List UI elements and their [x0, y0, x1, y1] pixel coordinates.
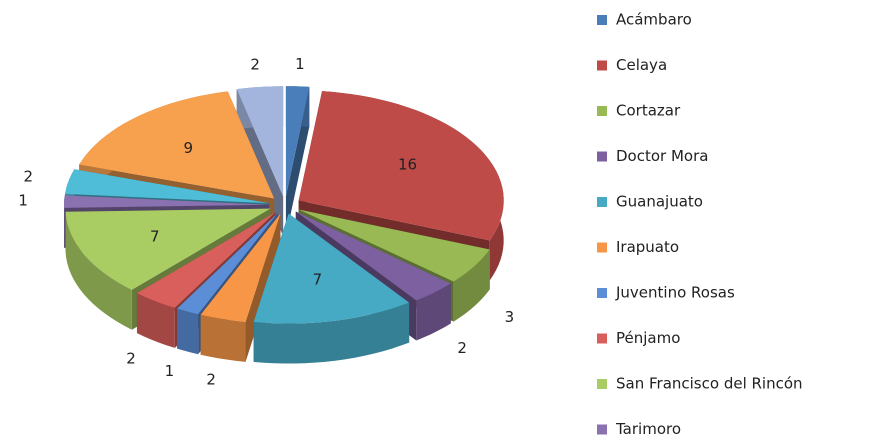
- slice-top: [253, 213, 410, 324]
- legend-swatch: [597, 333, 607, 344]
- legend-label: Celaya: [616, 56, 667, 74]
- slice-wall: [64, 195, 65, 248]
- legend-label: Juventino Rosas: [615, 284, 735, 302]
- data-label: 3: [505, 308, 515, 326]
- legend-swatch: [597, 379, 607, 389]
- legend-label: San Francisco del Rincón: [616, 375, 803, 393]
- legend-swatch: [597, 151, 607, 162]
- slice-wall: [200, 314, 246, 362]
- legend-swatch: [597, 424, 607, 435]
- slice-top: [236, 86, 284, 197]
- data-label: 1: [18, 191, 28, 209]
- legend-label: Pénjamo: [616, 329, 680, 347]
- legend-swatch: [597, 15, 607, 25]
- slice-wall: [136, 293, 175, 348]
- slice-top: [298, 209, 490, 282]
- slice-top: [177, 212, 278, 315]
- data-label: 7: [313, 270, 323, 288]
- legend-label: Doctor Mora: [616, 147, 708, 165]
- data-label: 2: [126, 349, 136, 367]
- legend-swatch: [597, 60, 607, 71]
- slice-top: [65, 208, 271, 290]
- slice-top: [200, 213, 281, 322]
- data-label: 9: [183, 139, 193, 157]
- legend-swatch: [597, 242, 607, 253]
- data-label: 1: [295, 55, 305, 73]
- slice-top: [136, 212, 276, 308]
- data-label: 1: [165, 362, 175, 380]
- legend-label: Cortazar: [616, 102, 681, 120]
- slice-top: [65, 169, 270, 204]
- slice-wall: [453, 249, 490, 322]
- slice-top: [295, 211, 451, 301]
- data-label: 2: [250, 56, 260, 74]
- data-label: 2: [206, 371, 216, 389]
- slice-top: [79, 91, 275, 199]
- legend-label: Guanajuato: [616, 193, 703, 211]
- slice-wall: [65, 211, 132, 330]
- data-label: 7: [150, 227, 160, 245]
- data-label: 16: [398, 156, 417, 174]
- slice-wall: [177, 308, 199, 355]
- slice-top: [285, 86, 310, 197]
- slice-top: [64, 195, 270, 208]
- legend-swatch: [597, 106, 607, 116]
- legend-swatch: [597, 288, 607, 298]
- slice-wall: [416, 283, 451, 341]
- legend-label: Tarimoro: [615, 420, 681, 438]
- slice-wall: [253, 302, 410, 364]
- legend-label: Irapuato: [616, 238, 679, 256]
- legend-label: Acámbaro: [616, 11, 692, 29]
- legend-swatch: [597, 197, 607, 207]
- slice-top: [298, 91, 504, 241]
- data-label: 2: [457, 339, 467, 357]
- data-label: 2: [23, 168, 33, 186]
